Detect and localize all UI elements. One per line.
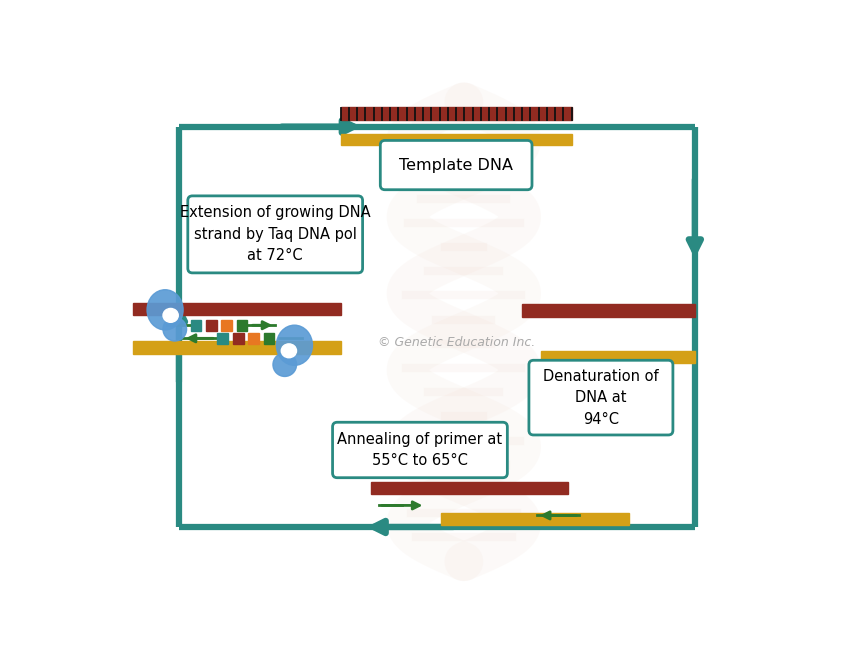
Ellipse shape bbox=[276, 325, 312, 365]
Bar bbox=[237, 320, 248, 330]
FancyBboxPatch shape bbox=[187, 196, 363, 273]
Ellipse shape bbox=[163, 308, 178, 323]
Bar bbox=[218, 333, 228, 344]
FancyBboxPatch shape bbox=[380, 141, 532, 190]
Bar bbox=[249, 333, 259, 344]
Bar bbox=[341, 106, 572, 120]
Bar bbox=[440, 513, 630, 525]
Bar bbox=[522, 304, 695, 317]
FancyBboxPatch shape bbox=[529, 360, 673, 435]
FancyBboxPatch shape bbox=[333, 422, 507, 478]
Bar bbox=[264, 333, 274, 344]
Ellipse shape bbox=[163, 317, 187, 341]
Bar bbox=[132, 303, 341, 315]
Ellipse shape bbox=[273, 353, 297, 376]
Text: Annealing of primer at
55°C to 65°C: Annealing of primer at 55°C to 65°C bbox=[337, 432, 502, 468]
Ellipse shape bbox=[147, 290, 183, 330]
Text: Template DNA: Template DNA bbox=[399, 158, 513, 173]
Text: Denaturation of
DNA at
94°C: Denaturation of DNA at 94°C bbox=[544, 369, 659, 426]
Bar bbox=[221, 320, 232, 330]
Text: © Genetic Education Inc.: © Genetic Education Inc. bbox=[378, 336, 535, 349]
Bar bbox=[191, 320, 201, 330]
Bar bbox=[341, 134, 572, 145]
Bar bbox=[132, 342, 341, 353]
Text: Extension of growing DNA
strand by Taq DNA pol
at 72°C: Extension of growing DNA strand by Taq D… bbox=[180, 205, 371, 263]
Ellipse shape bbox=[281, 344, 297, 357]
Bar bbox=[206, 320, 217, 330]
Bar bbox=[541, 351, 695, 363]
Bar bbox=[372, 482, 568, 494]
Bar bbox=[233, 333, 243, 344]
